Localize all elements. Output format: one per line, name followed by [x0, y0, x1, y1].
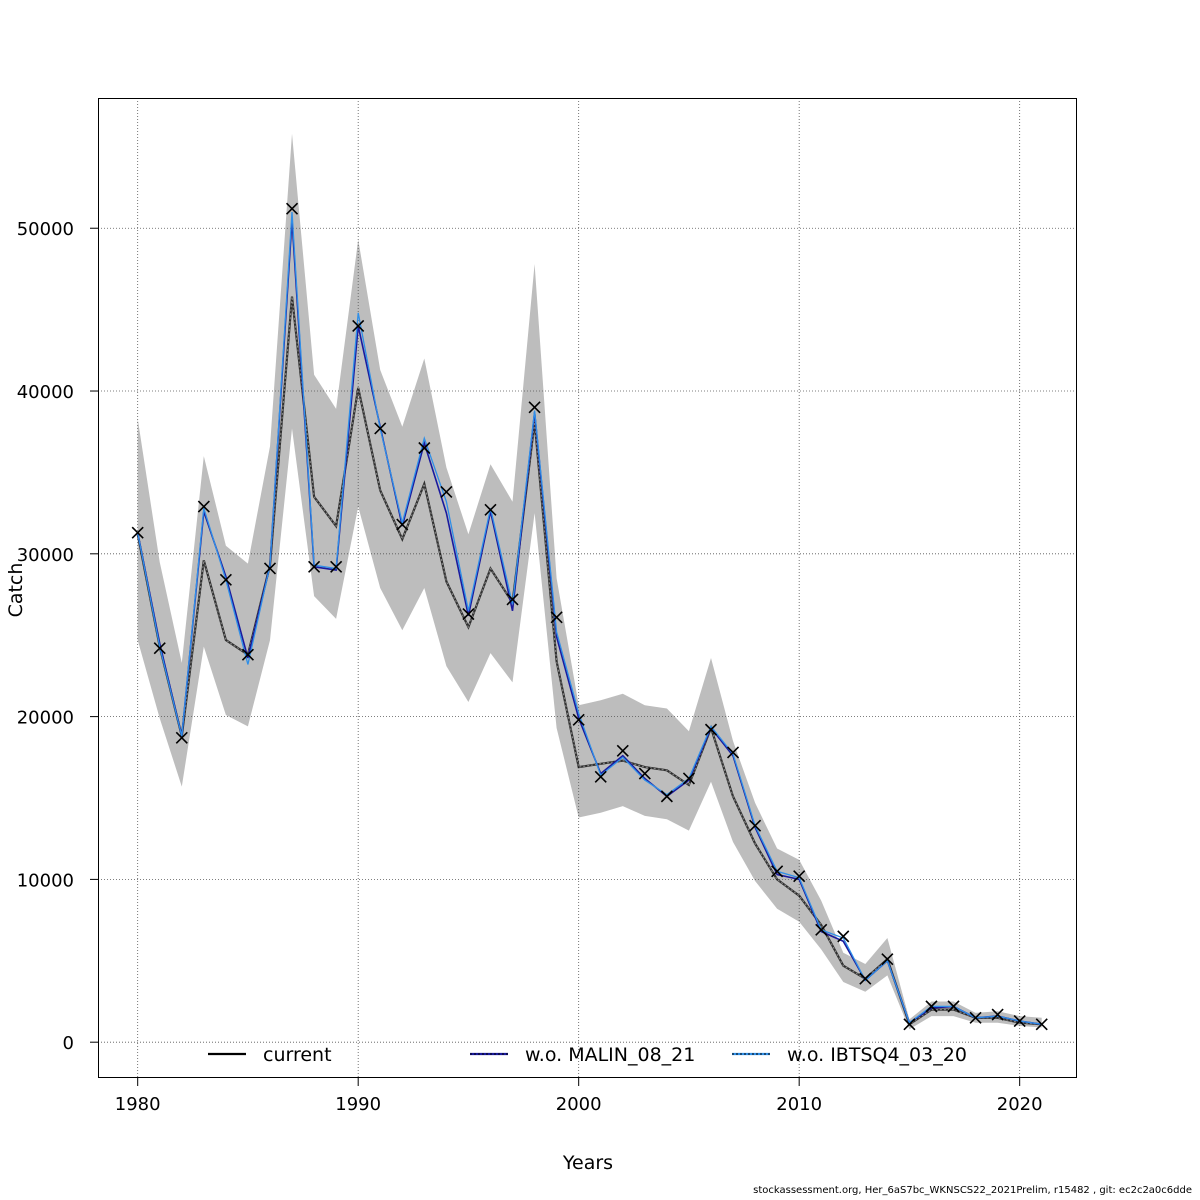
- observed-marker: [285, 202, 299, 215]
- observed-marker: [925, 1000, 938, 1013]
- x-ticks-layer: 1980 1990 2000 2010 2020: [115, 1078, 1043, 1115]
- observed-marker: [374, 422, 387, 435]
- observed-marker: [682, 772, 695, 785]
- legend-label-0: current: [263, 1044, 332, 1066]
- y-tick-label: 10000: [17, 870, 74, 891]
- observed-marker: [1013, 1014, 1026, 1028]
- observed-marker: [594, 770, 607, 783]
- observed-marker: [572, 713, 585, 726]
- y-tick-label: 30000: [17, 545, 74, 566]
- observed-marker: [263, 562, 277, 575]
- legend-label-1: w.o. MALIN_08_21: [525, 1044, 695, 1066]
- observed-marker: [418, 441, 431, 455]
- observed-marker: [241, 648, 255, 661]
- observed-marker: [330, 560, 343, 573]
- legend-label-2: w.o. IBTSQ4_03_20: [787, 1044, 967, 1066]
- x-tick-label: 1980: [115, 1094, 161, 1115]
- observed-marker: [219, 573, 232, 586]
- observed-marker: [837, 930, 850, 943]
- x-tick-label: 2020: [997, 1094, 1043, 1115]
- observed-markers-layer: [131, 202, 1048, 1031]
- observed-marker: [726, 746, 740, 759]
- confidence-band-layer: [137, 133, 1042, 1030]
- observed-marker: [771, 865, 784, 878]
- observed-marker: [815, 923, 828, 936]
- observed-marker: [881, 953, 894, 966]
- x-tick-label: 2010: [776, 1094, 822, 1115]
- observed-marker: [153, 642, 166, 655]
- plot-frame: [98, 98, 1077, 1078]
- series-line-2: [137, 211, 1042, 1025]
- y-tick-label: 0: [63, 1033, 74, 1054]
- observed-marker: [440, 485, 453, 499]
- confidence-band: [137, 133, 1042, 1030]
- y-ticks-layer: 0 10000 20000 30000 40000 50000: [17, 219, 98, 1054]
- observed-marker: [903, 1018, 916, 1031]
- observed-marker: [859, 972, 872, 985]
- observed-marker: [704, 723, 718, 736]
- observed-marker: [308, 560, 321, 573]
- observed-marker: [175, 731, 188, 744]
- observed-marker: [506, 593, 519, 606]
- y-axis-title: Catch: [5, 563, 27, 618]
- observed-marker: [991, 1008, 1004, 1021]
- observed-marker: [528, 401, 541, 414]
- observed-marker: [638, 767, 651, 780]
- observed-marker: [396, 518, 409, 531]
- legend: current w.o. MALIN_08_21 w.o. IBTSQ4_03_20: [208, 1044, 967, 1066]
- series-line-current-dots: [137, 296, 1042, 1026]
- observed-marker: [1035, 1018, 1048, 1031]
- x-tick-label: 1990: [335, 1094, 381, 1115]
- observed-marker: [616, 744, 629, 757]
- observed-marker: [352, 319, 365, 332]
- observed-marker: [969, 1011, 982, 1024]
- observed-marker: [793, 870, 806, 883]
- grid-layer: [98, 98, 1077, 1078]
- observed-marker: [484, 503, 497, 516]
- series-layer: [136, 211, 1042, 1027]
- observed-marker: [947, 1000, 960, 1013]
- y-tick-label: 20000: [17, 708, 74, 729]
- observed-marker: [749, 819, 762, 832]
- footer-credit: stockassessment.org, Her_6aS7bc_WKNSCS22…: [753, 1185, 1192, 1196]
- x-tick-label: 2000: [556, 1094, 602, 1115]
- observed-marker: [462, 607, 475, 621]
- observed-marker: [550, 611, 563, 624]
- observed-marker: [197, 500, 210, 513]
- y-tick-label: 40000: [17, 382, 74, 403]
- observed-marker: [131, 526, 144, 539]
- x-axis-title: Years: [562, 1152, 613, 1174]
- series-line-1: [136, 220, 1042, 1026]
- observed-marker: [660, 790, 673, 803]
- y-tick-label: 50000: [17, 219, 74, 240]
